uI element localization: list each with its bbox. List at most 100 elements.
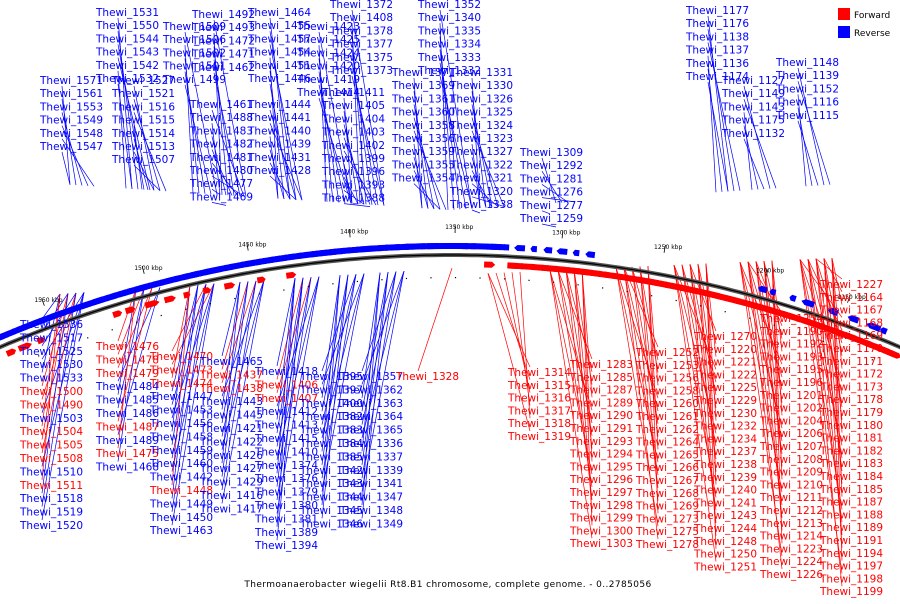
gene-label: Thewi_1184: [819, 471, 883, 483]
gene-label: Thewi_1361: [391, 93, 455, 105]
gene-label: Thewi_1469: [189, 191, 253, 203]
gene-label: Thewi_1328: [395, 371, 459, 383]
gene-label: Thewi_1222: [693, 369, 757, 381]
gene-label: Thewi_1492: [191, 9, 255, 21]
gene-label: Thewi_1518: [19, 493, 83, 505]
gene-label: Thewi_1427: [199, 463, 263, 475]
gene-label: Thewi_1348: [339, 505, 403, 517]
gene-arrow: [286, 272, 296, 279]
gene-label: Thewi_1316: [507, 393, 571, 405]
gene-label: Thewi_1206: [759, 428, 823, 440]
gene-label: Thewi_1321: [449, 173, 513, 185]
gene-label: Thewi_1315: [507, 380, 571, 392]
gene-label: Thewi_1365: [339, 425, 403, 437]
gene-label: Thewi_1354: [391, 173, 455, 185]
gene-label: Thewi_1530: [19, 359, 83, 371]
gene-label: Thewi_1204: [759, 415, 823, 427]
gene-label: Thewi_1388: [321, 193, 385, 205]
gene-label: Thewi_1352: [417, 0, 481, 11]
gene-label: Thewi_1531: [95, 7, 159, 19]
gene-label: Thewi_1260: [635, 398, 699, 410]
gene-label: Thewi_1171: [819, 356, 883, 368]
gene-label: Thewi_1182: [819, 445, 883, 457]
gene-label: Thewi_1198: [819, 573, 883, 585]
gene-label: Thewi_1220: [693, 344, 757, 356]
gene-label: Thewi_1504: [19, 426, 83, 438]
gene-label: Thewi_1176: [685, 18, 749, 30]
gene-label: Thewi_1439: [247, 139, 311, 151]
gene-label: Thewi_1225: [693, 382, 757, 394]
gene-label: Thewi_1277: [519, 200, 583, 212]
gene-label: Thewi_1440: [247, 125, 311, 137]
gene-label: Thewi_1194: [819, 548, 883, 560]
gene-label: Thewi_1360: [391, 107, 455, 119]
gene-arrow: [6, 349, 16, 357]
gene-label: Thewi_1542: [95, 60, 159, 72]
gene-label: Thewi_1445: [199, 410, 263, 422]
gene-arrow: [790, 295, 797, 302]
gene-label: Thewi_1443: [199, 396, 263, 408]
gene-label: Thewi_1261: [635, 411, 699, 423]
gene-label: Thewi_1224: [759, 556, 823, 568]
gene-label: Thewi_1399: [321, 153, 385, 165]
minor-tick: [676, 300, 677, 301]
gene-label: Thewi_1208: [759, 454, 823, 466]
gene-label: Thewi_1375: [329, 52, 393, 64]
gene-label: Thewi_1482: [189, 139, 253, 151]
gene-label: Thewi_1193: [759, 351, 823, 363]
gene-label: Thewi_1325: [449, 107, 513, 119]
gene-label: Thewi_1364: [339, 411, 403, 423]
minor-tick: [112, 329, 113, 330]
gene-label: Thewi_1287: [569, 385, 633, 397]
gene-label: Thewi_1326: [449, 93, 513, 105]
gene-label: Thewi_1533: [19, 373, 83, 385]
gene-label: Thewi_1372: [329, 0, 393, 11]
minor-tick: [578, 284, 579, 285]
gene-label: Thewi_1168: [819, 317, 883, 329]
gene-label: Thewi_1169: [819, 330, 883, 342]
gene-label: Thewi_1347: [339, 492, 403, 504]
gene-label: Thewi_1405: [321, 100, 385, 112]
gene-label: Thewi_1519: [19, 507, 83, 519]
gene-label: Thewi_1426: [199, 450, 263, 462]
gene-label: Thewi_1259: [519, 213, 583, 225]
gene-label: Thewi_1421: [199, 423, 263, 435]
gene-label: Thewi_1265: [635, 449, 699, 461]
gene-label: Thewi_1300: [569, 525, 633, 537]
minor-tick: [234, 298, 235, 299]
gene-label: Thewi_1262: [635, 424, 699, 436]
gene-label: Thewi_1132: [721, 128, 785, 140]
gene-label: Thewi_1258: [635, 385, 699, 397]
gene-label: Thewi_1229: [693, 395, 757, 407]
gene-label: Thewi_1137: [685, 45, 749, 57]
gene-label: Thewi_1517: [19, 332, 83, 344]
gene-label: Thewi_1139: [775, 70, 839, 82]
gene-label: Thewi_1192: [759, 339, 823, 351]
legend-reverse-swatch: [838, 26, 850, 38]
minor-tick: [700, 305, 701, 306]
gene-label: Thewi_1285: [569, 372, 633, 384]
gene-label: Thewi_1549: [39, 115, 103, 127]
gene-label: Thewi_1226: [759, 569, 823, 581]
gene-label: Thewi_1172: [819, 369, 883, 381]
gene-label: Thewi_1463: [149, 525, 213, 537]
gene-label: Thewi_1363: [339, 398, 403, 410]
minor-tick: [283, 289, 284, 290]
gene-label: Thewi_1232: [693, 421, 757, 433]
gene-label: Thewi_1525: [19, 346, 83, 358]
gene-label: Thewi_1369: [391, 80, 455, 92]
gene-arrow: [224, 282, 235, 289]
gene-arrow: [257, 277, 266, 284]
gene-label: Thewi_1330: [449, 80, 513, 92]
gene-label: Thewi_1314: [507, 367, 571, 379]
gene-label: Thewi_1221: [693, 357, 757, 369]
gene-label: Thewi_1181: [819, 433, 883, 445]
gene-label: Thewi_1173: [819, 381, 883, 393]
leader-line: [496, 273, 530, 380]
gene-label: Thewi_1499: [162, 74, 226, 86]
gene-label: Thewi_1183: [819, 458, 883, 470]
gene-label: Thewi_1199: [819, 586, 883, 598]
gene-arrow: [112, 310, 122, 318]
gene-label: Thewi_1511: [19, 480, 83, 492]
gene-arrow: [557, 248, 568, 255]
